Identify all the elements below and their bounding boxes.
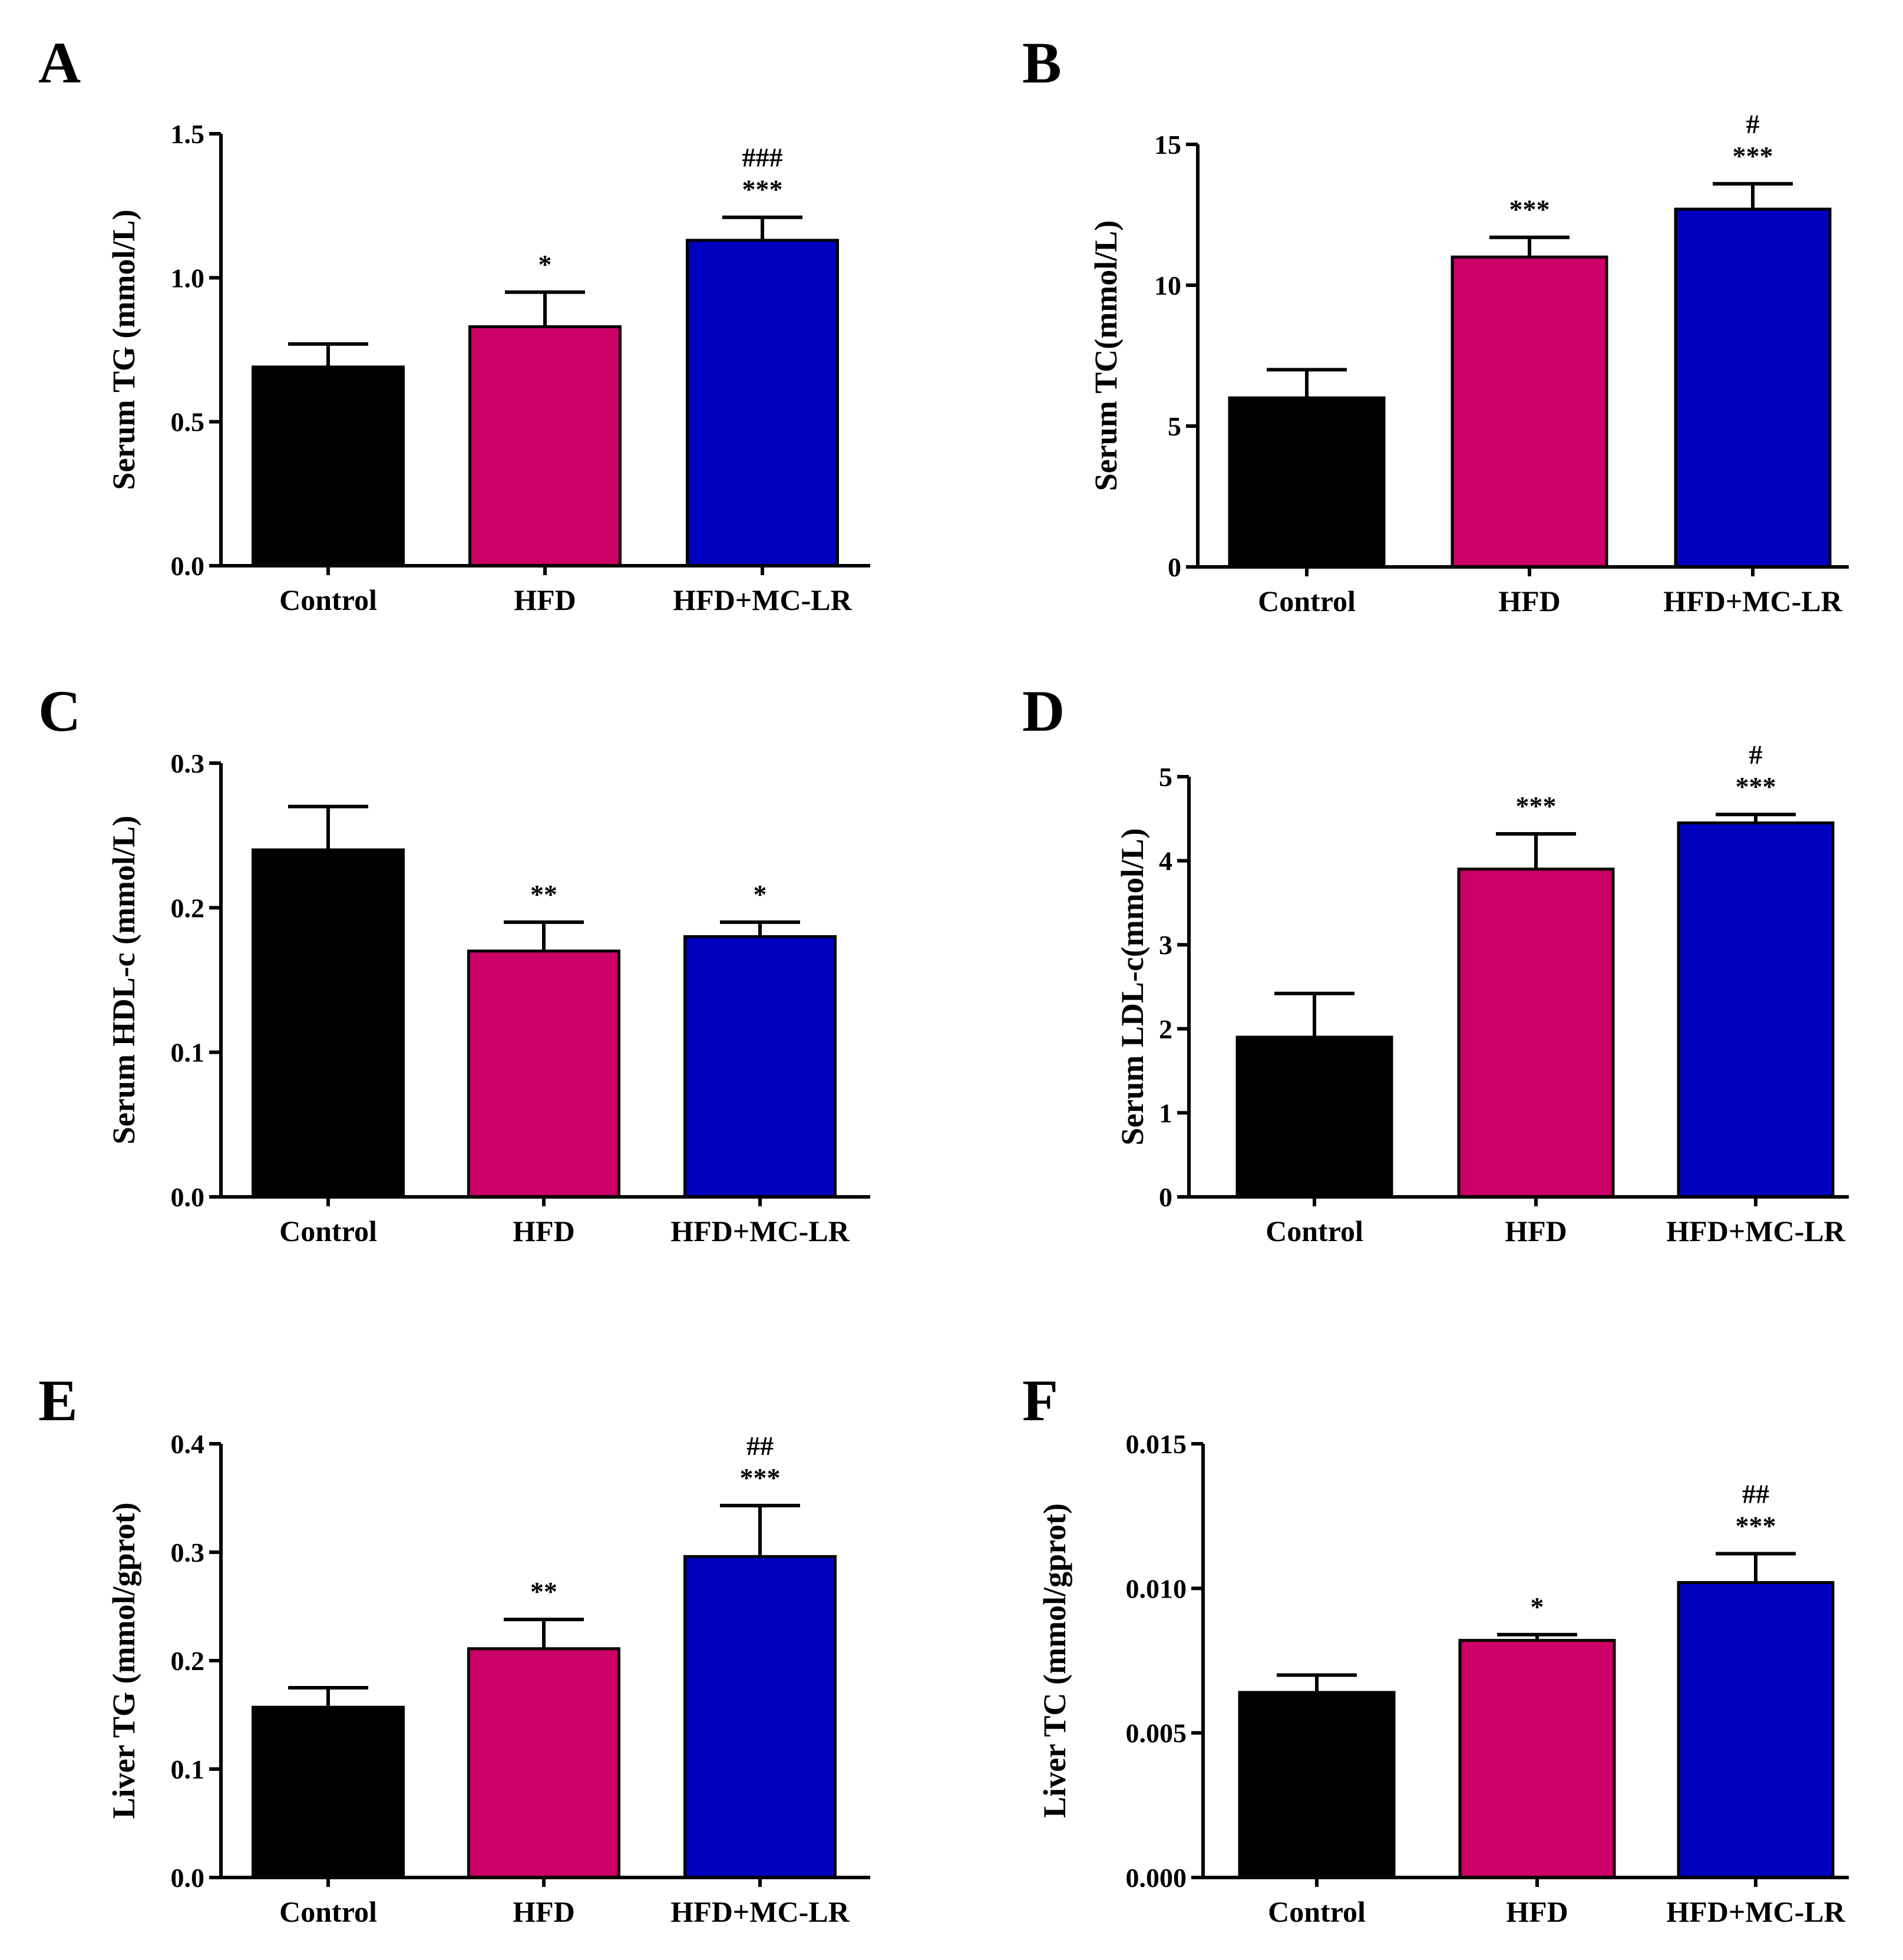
x-tick-label-b-2: HFD	[1498, 585, 1561, 618]
y-tick-label-b-0: 0	[1168, 552, 1181, 582]
significance-f-3: ***	[1736, 1510, 1776, 1540]
significance-hash-e-3: ##	[746, 1431, 774, 1461]
bar-e-3	[683, 1555, 837, 1879]
y-axis-label-e: Liver TG (mmol/gprot)	[106, 1503, 141, 1819]
y-tick-label-f-0: 0.000	[1126, 1863, 1187, 1893]
bar-b-1	[1228, 396, 1386, 569]
y-tick-label-e-2: 0.2	[171, 1646, 205, 1676]
bar-d-1	[1235, 1035, 1393, 1199]
bar-a-2	[468, 325, 622, 567]
significance-c-2: **	[530, 879, 557, 909]
x-tick-label-b-3: HFD+MC-LR	[1663, 585, 1842, 618]
y-tick-label-d-2: 2	[1159, 1014, 1172, 1044]
y-tick-label-c-3: 0.3	[171, 748, 205, 778]
bar-c-3	[683, 935, 837, 1199]
y-tick-label-b-1: 5	[1168, 411, 1181, 441]
panel-e: E Liver TG (mmol/gprot) Control ** HFD ***## H…	[38, 1368, 870, 1928]
x-tick-label-d-3: HFD+MC-LR	[1666, 1215, 1845, 1248]
significance-hash-a-3: ###	[742, 143, 783, 173]
panel-letter-a: A	[38, 30, 81, 95]
y-tick-label-a-1: 0.5	[171, 407, 205, 437]
bar-d-3	[1677, 821, 1835, 1199]
y-tick-label-e-3: 0.3	[171, 1537, 205, 1568]
y-tick-label-b-3: 15	[1154, 130, 1181, 160]
y-tick-label-e-0: 0.0	[171, 1863, 205, 1893]
x-tick-label-a-1: Control	[279, 583, 377, 616]
panel-letter-e: E	[38, 1368, 78, 1433]
significance-a-2: *	[538, 249, 552, 279]
bar-f-1	[1238, 1691, 1396, 1879]
y-tick-label-f-2: 0.010	[1126, 1573, 1187, 1603]
significance-d-2: ***	[1516, 791, 1557, 821]
significance-d-3: ***	[1736, 771, 1776, 801]
bar-e-1	[252, 1705, 405, 1879]
y-tick-label-a-0: 0.0	[171, 551, 205, 581]
bar-f-3	[1677, 1581, 1835, 1879]
significance-c-3: *	[754, 879, 767, 909]
y-tick-label-f-3: 0.015	[1126, 1429, 1187, 1459]
x-tick-label-c-3: HFD+MC-LR	[670, 1215, 850, 1248]
x-tick-label-a-3: HFD+MC-LR	[673, 583, 852, 616]
bar-a-3	[686, 239, 839, 567]
significance-hash-b-3: #	[1746, 109, 1760, 139]
x-tick-label-f-2: HFD	[1506, 1895, 1568, 1928]
significance-b-2: ***	[1509, 194, 1550, 225]
bar-e-2	[467, 1647, 620, 1879]
y-tick-label-a-3: 1.5	[171, 119, 205, 149]
x-tick-label-b-1: Control	[1258, 585, 1356, 618]
x-tick-label-e-1: Control	[279, 1895, 377, 1928]
panel-c: C Serum HDL-c (mmol/L) Control ** HFD * HFD+MC…	[38, 678, 870, 1248]
y-tick-label-d-5: 5	[1159, 762, 1172, 792]
significance-e-2: **	[530, 1576, 557, 1606]
x-tick-label-e-2: HFD	[513, 1895, 575, 1928]
y-tick-label-c-2: 0.2	[171, 893, 205, 923]
panel-letter-c: C	[38, 678, 81, 744]
x-tick-label-d-1: Control	[1266, 1215, 1363, 1248]
y-tick-label-a-2: 1.0	[171, 263, 205, 293]
significance-hash-f-3: ##	[1742, 1479, 1769, 1509]
bar-b-2	[1451, 255, 1608, 569]
y-axis-label-c: Serum HDL-c (mmol/L)	[106, 816, 141, 1144]
y-tick-label-d-0: 0	[1159, 1182, 1172, 1212]
y-tick-label-d-3: 3	[1159, 930, 1172, 960]
y-tick-label-b-2: 10	[1154, 270, 1181, 301]
y-tick-label-e-4: 0.4	[171, 1429, 205, 1459]
y-tick-label-d-1: 1	[1159, 1098, 1172, 1128]
bar-c-2	[467, 949, 620, 1199]
x-tick-label-d-2: HFD	[1505, 1215, 1567, 1248]
panel-letter-f: F	[1022, 1368, 1058, 1433]
x-tick-label-e-3: HFD+MC-LR	[670, 1895, 850, 1928]
x-tick-label-c-1: Control	[279, 1215, 377, 1248]
bar-d-2	[1457, 867, 1615, 1199]
bar-c-1	[252, 848, 405, 1199]
y-tick-label-f-1: 0.005	[1126, 1718, 1187, 1748]
x-tick-label-c-2: HFD	[513, 1215, 575, 1248]
significance-f-2: *	[1531, 1592, 1544, 1622]
y-axis-label-d: Serum LDL-c(mmol/L)	[1115, 828, 1150, 1145]
x-tick-label-f-3: HFD+MC-LR	[1666, 1895, 1845, 1928]
panel-a: A Serum TG (mmol/L) Control * HFD ***### HFD+M…	[38, 30, 870, 616]
significance-e-3: ***	[740, 1463, 781, 1493]
x-tick-label-a-2: HFD	[514, 583, 576, 616]
y-tick-label-d-4: 4	[1159, 846, 1172, 876]
panel-f: F Liver TC (mmol/gprot) Control * HFD ***## HF…	[1022, 1368, 1849, 1928]
bar-f-2	[1458, 1639, 1616, 1879]
bar-b-3	[1674, 207, 1832, 569]
y-tick-label-e-1: 0.1	[171, 1754, 205, 1784]
y-axis-label-f: Liver TC (mmol/gprot)	[1037, 1503, 1072, 1818]
bar-a-1	[252, 365, 405, 567]
significance-a-3: ***	[742, 174, 783, 204]
panel-letter-b: B	[1022, 30, 1062, 95]
x-tick-label-f-1: Control	[1268, 1895, 1366, 1928]
significance-b-3: ***	[1733, 141, 1773, 171]
panel-letter-d: D	[1022, 678, 1065, 744]
y-axis-label-a: Serum TG (mmol/L)	[106, 210, 141, 490]
significance-hash-d-3: #	[1749, 740, 1763, 770]
y-tick-label-c-1: 0.1	[171, 1038, 205, 1068]
y-axis-label-b: Serum TC(mmol/L)	[1088, 220, 1124, 491]
y-tick-label-c-0: 0.0	[171, 1182, 205, 1212]
